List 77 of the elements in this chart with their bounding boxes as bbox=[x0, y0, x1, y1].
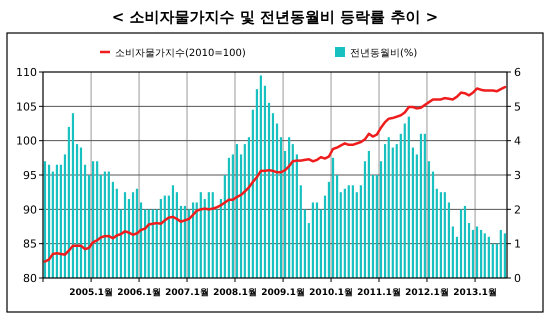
bar bbox=[148, 209, 150, 278]
bar bbox=[352, 185, 354, 278]
bar bbox=[364, 161, 366, 278]
bar bbox=[108, 172, 110, 278]
bar bbox=[332, 158, 334, 278]
bar bbox=[368, 150, 370, 278]
bar bbox=[336, 175, 338, 278]
bar bbox=[440, 192, 442, 278]
bar bbox=[312, 202, 314, 278]
bar bbox=[316, 202, 318, 278]
y2-tick-label: 1 bbox=[514, 238, 521, 251]
bar bbox=[460, 209, 462, 278]
bar bbox=[156, 209, 158, 278]
bar bbox=[424, 134, 426, 278]
x-tick-label: 2008.1월 bbox=[213, 288, 257, 298]
y2-tick-label: 5 bbox=[514, 100, 521, 114]
y2-tick-label: 6 bbox=[514, 66, 521, 79]
y2-tick-label: 0 bbox=[514, 272, 521, 285]
bar bbox=[456, 236, 458, 278]
x-tick-label: 2010.1월 bbox=[309, 288, 353, 298]
bar bbox=[200, 192, 202, 278]
bar bbox=[164, 196, 166, 278]
legend-label: 전년동월비(%) bbox=[350, 48, 418, 59]
bar bbox=[500, 230, 502, 278]
y2-tick-label: 4 bbox=[514, 134, 521, 148]
bar bbox=[360, 185, 362, 278]
x-tick-label: 2005.1월 bbox=[69, 288, 113, 298]
bar bbox=[452, 226, 454, 278]
x-tick-label: 2013.1월 bbox=[453, 288, 497, 298]
bar bbox=[324, 196, 326, 278]
bar bbox=[480, 230, 482, 278]
y-tick-label: 105 bbox=[16, 100, 37, 114]
bar bbox=[264, 86, 266, 278]
chart-title: < 소비자물가지수 및 전년동월비 등락률 추이 > bbox=[112, 8, 438, 26]
bar bbox=[372, 175, 374, 278]
bar bbox=[432, 172, 434, 278]
bar bbox=[420, 134, 422, 278]
x-tick-label: 2009.1월 bbox=[261, 288, 305, 298]
bar bbox=[464, 206, 466, 278]
bar bbox=[320, 209, 322, 278]
y-tick-label: 90 bbox=[23, 203, 37, 216]
bar bbox=[408, 116, 410, 278]
y-tick-label: 80 bbox=[23, 272, 37, 285]
bar bbox=[380, 161, 382, 278]
x-tick-label: 2012.1월 bbox=[405, 288, 449, 298]
bar bbox=[348, 185, 350, 278]
bar bbox=[212, 192, 214, 278]
legend-label: 소비자물가지수(2010=100) bbox=[115, 48, 246, 59]
bar bbox=[344, 188, 346, 278]
bar bbox=[416, 154, 418, 278]
bar bbox=[412, 148, 414, 278]
bar bbox=[216, 209, 218, 278]
y-tick-label: 100 bbox=[16, 134, 37, 148]
bar bbox=[504, 233, 506, 278]
x-tick-label: 2006.1월 bbox=[117, 288, 161, 298]
y2-tick-label: 3 bbox=[514, 169, 521, 182]
bar bbox=[472, 230, 474, 278]
x-tick-label: 2007.1월 bbox=[165, 288, 209, 298]
bar bbox=[376, 175, 378, 278]
bar bbox=[468, 223, 470, 278]
y-tick-label: 110 bbox=[16, 66, 37, 79]
bar bbox=[208, 192, 210, 278]
bar bbox=[244, 144, 246, 278]
bar bbox=[444, 192, 446, 278]
line-series bbox=[44, 86, 506, 263]
x-tick-label: 2011.1월 bbox=[357, 288, 401, 298]
bar bbox=[476, 226, 478, 278]
bar bbox=[328, 182, 330, 278]
bar bbox=[388, 137, 390, 278]
y2-tick-label: 2 bbox=[514, 203, 521, 216]
bar bbox=[488, 236, 490, 278]
y-tick-label: 95 bbox=[23, 169, 37, 182]
bar bbox=[484, 233, 486, 278]
bar bbox=[428, 161, 430, 278]
bar bbox=[304, 209, 306, 278]
y-tick-label: 85 bbox=[23, 238, 37, 251]
bar bbox=[448, 202, 450, 278]
